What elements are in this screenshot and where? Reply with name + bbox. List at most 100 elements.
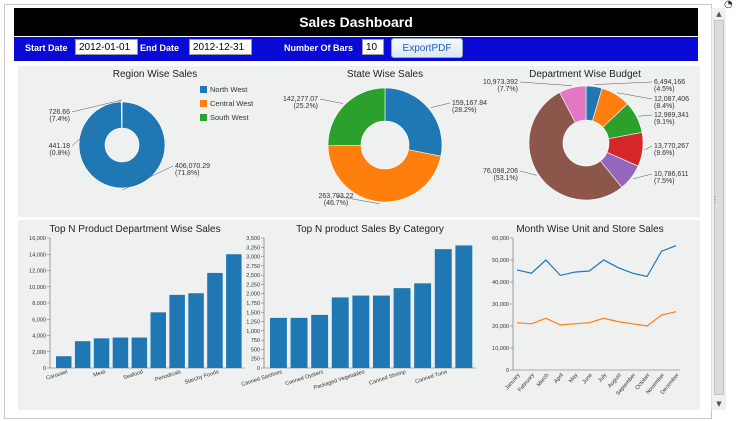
bar1-xtick-label-3: Canned Shrimp [368,369,406,387]
donut2-value-label-1: 12,087,406 [654,96,689,103]
donut2-pct-label-6: (7.7%) [497,86,518,93]
bar0-ytick-label-6: 12,000 [29,269,46,275]
bar0-ytick-label-1: 2,000 [32,350,46,356]
bar1-xtick-label-4: Canned Tuna [415,369,449,385]
bar0-bar-5 [150,312,166,368]
line-xtick-label-3: April [553,372,565,384]
bar1-ytick-label-13: 3,250 [246,245,260,251]
donut1-value-label-2: 142,277.07 [283,96,318,103]
filter-toolbar: Start Date 2012-01-01 End Date 2012-12-3… [14,37,698,61]
end-date-input[interactable]: 2012-12-31 [189,39,252,55]
legend-label-0: North West [210,85,248,94]
resize-icon[interactable]: ◔ [724,0,733,10]
legend-swatch-2 [200,114,207,121]
donut2-leader-2 [638,114,653,117]
bar0-bar-3 [112,337,129,368]
bar0-ytick-label-2: 4,000 [32,334,46,340]
bar0-bar-8 [207,272,223,368]
line-xtick-label-4: May [568,372,579,384]
legend-swatch-1 [200,100,207,107]
donut1-pct-label-0: (28.2%) [452,107,477,114]
donut0-leader-2 [71,99,122,113]
grip-icon: --- [714,194,717,207]
bars-count-label: Number Of Bars [284,43,354,53]
donut2-value-label-4: 10,786,611 [654,171,689,178]
donut1-value-label-0: 159,167.84 [452,100,487,107]
bar1-bar-1 [290,317,308,368]
product-category-chart-title: Top N product Sales By Category [296,224,444,235]
line-xtick-label-2: March [536,372,550,388]
line-ytick-label-6: 60,000 [492,236,509,242]
donut2-value-label-6: 10,973,392 [483,79,518,86]
bar0-xtick-label-1: Meat [93,369,107,379]
donut1-leader-2 [319,98,344,104]
bar1-bar-6 [393,288,411,368]
start-date-label: Start Date [25,43,68,53]
bar0-bar-0 [56,356,72,368]
donut2-pct-label-3: (9.6%) [654,150,675,157]
bar1-ytick-label-14: 3,500 [246,236,260,242]
scroll-down-icon[interactable]: ▼ [716,400,722,408]
bar1-bar-5 [373,295,390,368]
bars-count-input[interactable]: 10 [362,39,384,55]
state-chart-title: State Wise Sales [346,69,424,80]
bar0-bar-9 [226,254,242,368]
donut2-leader-1 [616,92,653,100]
donut0-leader-1 [71,99,122,147]
bar1-ytick-label-9: 2,250 [246,282,260,288]
donut2-slice-5 [528,92,623,201]
month-chart-title: Month Wise Unit and Store Sales [516,224,664,235]
legend-label-1: Central West [210,99,254,108]
line-ytick-label-4: 40,000 [492,280,509,286]
end-date-label: End Date [140,43,180,53]
export-pdf-button[interactable]: ExportPDF [391,38,463,58]
bar1-ytick-label-12: 3,000 [246,255,260,261]
donut2-leader-6 [519,81,572,86]
bar1-ytick-label-0: 0 [257,366,260,372]
bar0-ytick-label-4: 8,000 [32,301,46,307]
donut1-slice-0 [384,87,443,157]
bar1-ytick-label-5: 1,250 [246,320,260,326]
donut1-pct-label-1: (46.7%) [324,200,349,207]
line-ytick-label-1: 10,000 [492,346,509,352]
donut1-leader-0 [430,102,451,108]
line-xtick-label-6: July [597,372,608,384]
start-date-input[interactable]: 2012-01-01 [75,39,138,55]
donut0-leader-0 [122,165,174,191]
scroll-thumb[interactable] [714,20,724,395]
product-department-chart-title: Top N Product Department Wise Sales [49,224,221,235]
bar0-ytick-label-8: 16,000 [29,236,46,242]
bar1-ytick-label-10: 2,500 [246,273,260,279]
donut2-leader-3 [644,145,653,151]
line-ytick-label-3: 30,000 [492,302,509,308]
donut1-value-label-1: 263,793.22 [318,193,353,200]
bar0-bar-7 [188,293,204,368]
vertical-scrollbar[interactable]: ▲ --- ▼ [711,8,726,410]
bar1-bar-4 [352,295,370,368]
bar0-bar-1 [74,341,91,368]
bar1-bar-0 [270,317,287,368]
legend-swatch-0 [200,86,207,93]
bar0-bar-2 [93,338,110,368]
bar1-bar-2 [311,314,329,368]
line-series-1 [516,311,677,327]
bar1-ytick-label-2: 500 [251,347,260,353]
bar0-xtick-label-2: Seafood [123,369,144,381]
donut1-pct-label-2: (25.2%) [293,103,318,110]
donut0-value-label-2: 726.66 [49,109,71,116]
scroll-up-icon[interactable]: ▲ [716,10,722,18]
line-series-0 [516,245,677,278]
donut2-leader-4 [632,173,653,180]
line-ytick-label-0: 0 [506,368,509,374]
bar0-ytick-label-3: 6,000 [32,317,46,323]
donut2-pct-label-1: (8.4%) [654,103,675,110]
bar1-bar-7 [414,283,432,368]
bar1-ytick-label-6: 1,500 [246,310,260,316]
donut1-slice-2 [327,87,386,146]
bar0-xtick-label-4: Starchy Foods [184,369,220,386]
donut2-value-label-5: 76,098,206 [483,168,518,175]
region-chart-title: Region Wise Sales [112,69,198,80]
donut0-pct-label-2: (7.4%) [49,116,70,123]
bar1-xtick-label-0: Canned Sardines [241,369,284,388]
bar0-ytick-label-5: 10,000 [29,285,46,291]
